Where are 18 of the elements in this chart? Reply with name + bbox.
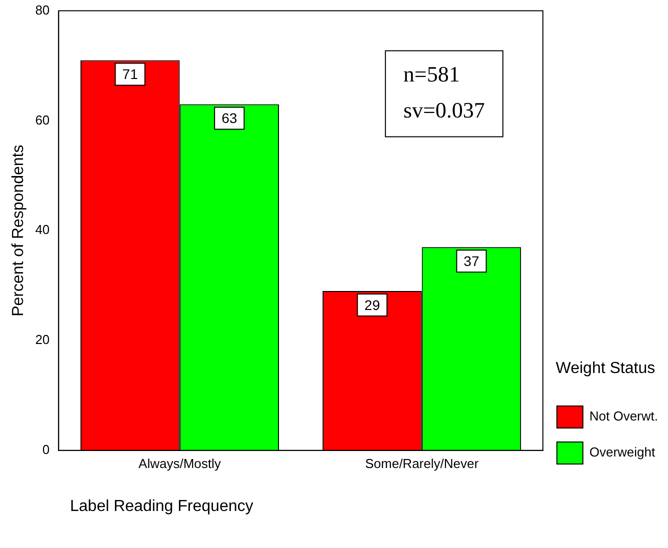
legend-title: Weight Status	[556, 360, 656, 378]
legend-label: Not Overwt.	[589, 408, 658, 424]
annotation: n=581	[403, 62, 460, 87]
x-axis-title: Label Reading Frequency	[70, 498, 254, 516]
y-tick-label: 0	[42, 442, 50, 457]
x-tick-label: Some/Rarely/Never	[365, 456, 480, 471]
annotation: sv=0.037	[403, 98, 485, 123]
y-tick-label: 20	[35, 332, 50, 348]
data-label: 63	[222, 110, 238, 126]
y-tick-label: 60	[35, 112, 50, 128]
data-label: 71	[122, 66, 138, 82]
data-label: 29	[364, 296, 380, 313]
y-tick-label: 80	[35, 2, 50, 18]
y-axis-title: Percent of Respondents	[10, 144, 28, 316]
data-label: 37	[464, 252, 480, 269]
y-tick-label: 40	[35, 222, 50, 238]
legend-label: Overweight	[589, 444, 656, 460]
x-tick-label: Always/Mostly	[138, 456, 222, 471]
